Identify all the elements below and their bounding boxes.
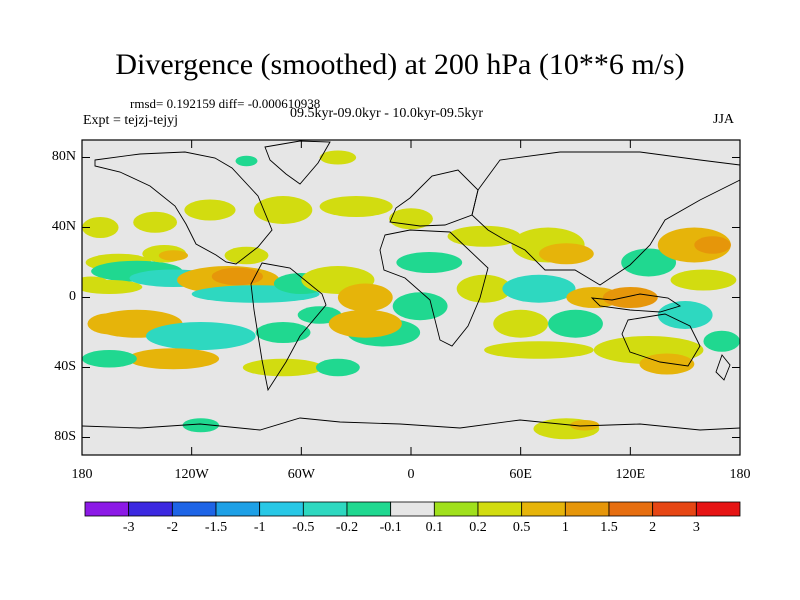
field-anomaly-region — [242, 358, 324, 377]
colorbar-swatch — [564, 501, 610, 517]
field-anomaly-region — [82, 350, 137, 368]
colorbar-label: -1.5 — [204, 520, 228, 535]
lat-tick-label: 40S — [54, 358, 76, 374]
field-anomaly-region — [253, 196, 313, 224]
field-anomaly-region — [389, 208, 433, 230]
lon-tick-label: 180 — [71, 467, 93, 482]
lon-tick-label: 120W — [174, 467, 209, 482]
divergence-field — [82, 150, 740, 440]
lon-tick-label: 60E — [509, 467, 532, 482]
colorbar-swatch — [302, 501, 348, 517]
field-anomaly-region — [396, 252, 463, 273]
field-anomaly-region — [184, 199, 236, 221]
colorbar-label: -0.1 — [379, 520, 402, 535]
field-anomaly-region — [297, 306, 342, 324]
colorbar-swatch — [84, 501, 130, 517]
field-anomaly-region — [315, 358, 360, 377]
field-anomaly-region — [211, 267, 263, 286]
colorbar-label: -2 — [166, 520, 179, 535]
colorbar-label: 0.2 — [469, 520, 487, 535]
experiment-label: Expt = tejzj-tejyj — [83, 113, 178, 128]
colorbar-label: 3 — [692, 520, 700, 535]
colorbar-swatch — [608, 501, 654, 517]
field-anomaly-region — [538, 243, 594, 265]
field-anomaly-region — [127, 348, 220, 370]
field-anomaly-region — [319, 150, 357, 165]
field-anomaly-region — [328, 309, 402, 338]
field-anomaly-region — [502, 274, 576, 303]
axis-ticks — [81, 140, 741, 455]
field-anomaly-region — [621, 248, 677, 277]
colorbar-label: -3 — [122, 520, 135, 535]
field-anomaly-region — [158, 250, 189, 261]
colorbar-swatch — [433, 501, 479, 517]
field-anomaly-region — [255, 322, 311, 343]
colorbar-swatch — [215, 501, 261, 517]
field-anomaly-region — [670, 269, 737, 291]
lon-tick-label: 180 — [729, 467, 751, 482]
field-anomaly-region — [235, 155, 258, 167]
field-anomaly-region — [133, 211, 178, 233]
colorbar-swatch — [128, 501, 173, 517]
colorbar-swatch — [259, 501, 304, 517]
period-subtitle: 09.5kyr-09.0kyr - 10.0kyr-09.5kyr — [290, 106, 484, 121]
field-anomaly-region — [447, 225, 521, 247]
field-anomaly-region — [145, 322, 256, 350]
lat-tick-label: 0 — [69, 288, 76, 304]
field-anomaly-region — [703, 330, 740, 352]
field-anomaly-region — [484, 341, 594, 359]
field-anomaly-region — [337, 283, 393, 312]
map-title: Divergence (smoothed) at 200 hPa (10**6 … — [115, 48, 685, 81]
field-anomaly-region — [570, 420, 600, 431]
field-anomaly-region — [657, 301, 713, 329]
colorbar-swatch — [695, 501, 741, 517]
season-label: JJA — [713, 112, 735, 127]
colorbar-label: 0.1 — [425, 520, 444, 535]
lat-tick-label: 80N — [51, 148, 76, 164]
field-anomaly-region — [319, 196, 393, 217]
lon-tick-label: 0 — [407, 467, 415, 482]
colorbar-label: 1 — [561, 520, 569, 535]
coastlines — [82, 140, 740, 431]
colorbar-label: 2 — [649, 520, 657, 535]
colorbar — [84, 501, 741, 517]
field-anomaly-region — [456, 274, 512, 303]
lat-tick-label: 80S — [54, 428, 76, 444]
colorbar-label: -0.2 — [335, 520, 359, 535]
colorbar-label: 1.5 — [600, 520, 618, 535]
colorbar-swatch — [521, 501, 566, 517]
field-anomaly-region — [82, 276, 110, 291]
field-anomaly-region — [548, 309, 603, 338]
field-anomaly-region — [694, 236, 731, 254]
field-anomaly-region — [182, 418, 220, 433]
lon-tick-label: 120E — [615, 467, 646, 482]
lon-tick-label: 60W — [287, 467, 315, 482]
colorbar-label: -1 — [253, 520, 266, 535]
field-anomaly-region — [82, 217, 119, 238]
colorbar-label: -0.5 — [292, 520, 315, 535]
field-anomaly-region — [493, 309, 549, 338]
field-anomaly-region — [87, 313, 132, 335]
colorbar-label: 0.5 — [512, 520, 531, 535]
colorbar-swatch — [477, 501, 523, 517]
field-anomaly-region — [392, 292, 448, 321]
colorbar-swatch — [171, 501, 217, 517]
field-anomaly-region — [602, 287, 658, 308]
colorbar-swatch — [390, 501, 435, 517]
colorbar-swatch — [652, 501, 697, 517]
field-anomaly-region — [639, 353, 695, 375]
stats-line: rmsd= 0.192159 diff= -0.000610938 — [130, 96, 321, 111]
colorbar-swatch — [346, 501, 392, 517]
lat-tick-label: 40N — [51, 218, 76, 234]
